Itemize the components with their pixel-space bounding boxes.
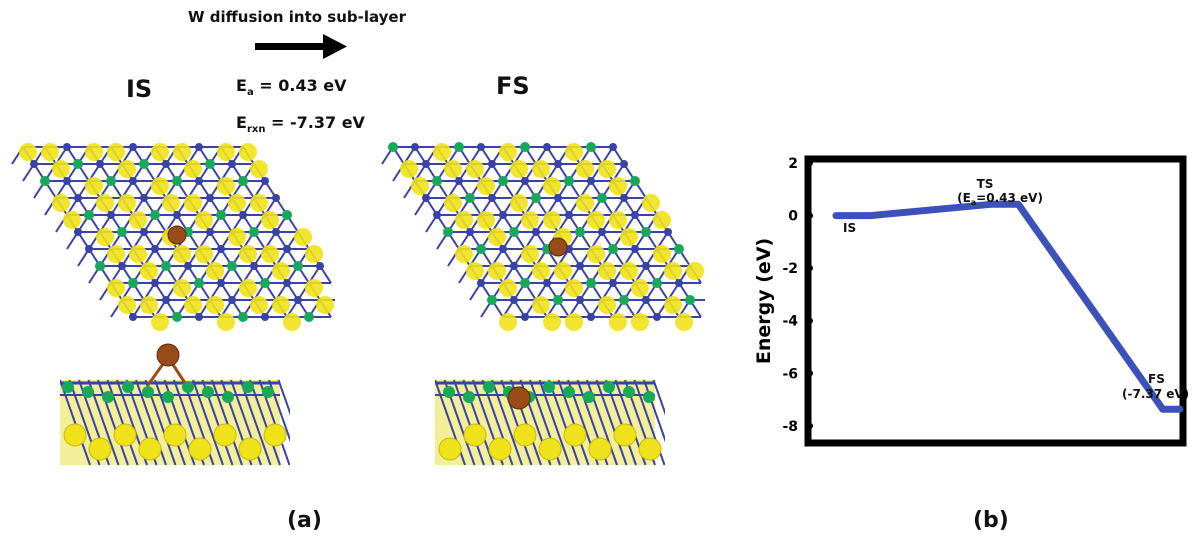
y-tick-mark: [807, 370, 813, 377]
y-axis: 2 0 -2 -4 -6 -8: [782, 156, 813, 435]
is-top-view: [11, 143, 335, 331]
diffusion-title: W diffusion into sub-layer: [188, 8, 406, 26]
fs-top-view: [381, 142, 705, 331]
y-tick-label: -6: [782, 366, 798, 382]
energy-profile-line: [832, 200, 1184, 413]
y-tick-mark: [807, 212, 813, 219]
y-axis-label: Energy (eV): [753, 238, 775, 364]
is-slab: [60, 379, 290, 466]
y-tick-mark: [807, 265, 813, 272]
fs-slab: [435, 379, 665, 466]
y-tick-mark: [807, 422, 813, 429]
panel-a-caption: (a): [287, 508, 322, 533]
y-tick-mark: [807, 317, 813, 324]
w-atom-fs-side: [507, 386, 531, 410]
fs-side-view: [435, 379, 665, 466]
reaction-energy-text: Erxn = -7.37 eV: [236, 113, 365, 136]
activation-energy-text: Ea = 0.43 eV: [236, 76, 347, 99]
w-atom-is: [167, 225, 187, 245]
is-lattice: [11, 143, 335, 331]
y-tick-label: 2: [788, 156, 798, 172]
y-tick-label: -8: [782, 419, 798, 435]
w-atom-is-side: [156, 343, 180, 367]
diffusion-arrow: [255, 34, 347, 59]
y-tick-mark: [807, 160, 813, 166]
panel-b-caption: (b): [973, 508, 1009, 533]
is-structure-label: IS: [126, 75, 153, 103]
energy-chart: 2 0 -2 -4 -6 -8 Energy (eV) TS (Ea=0.43 eV) I…: [753, 155, 1189, 447]
fs-point-label: FS: [1148, 372, 1165, 386]
is-point-label: IS: [843, 221, 856, 235]
fs-structure-label: FS: [496, 72, 530, 100]
is-side-view: [60, 343, 290, 466]
fs-energy-label: (-7.37 eV): [1122, 387, 1189, 401]
y-tick-label: -4: [782, 314, 798, 330]
ts-energy-label: (Ea=0.43 eV): [957, 191, 1043, 207]
w-atom-fs: [548, 237, 568, 257]
fs-lattice: [381, 142, 705, 331]
y-tick-label: 0: [788, 209, 798, 225]
ts-label: TS: [977, 177, 994, 191]
y-tick-label: -2: [782, 261, 798, 277]
